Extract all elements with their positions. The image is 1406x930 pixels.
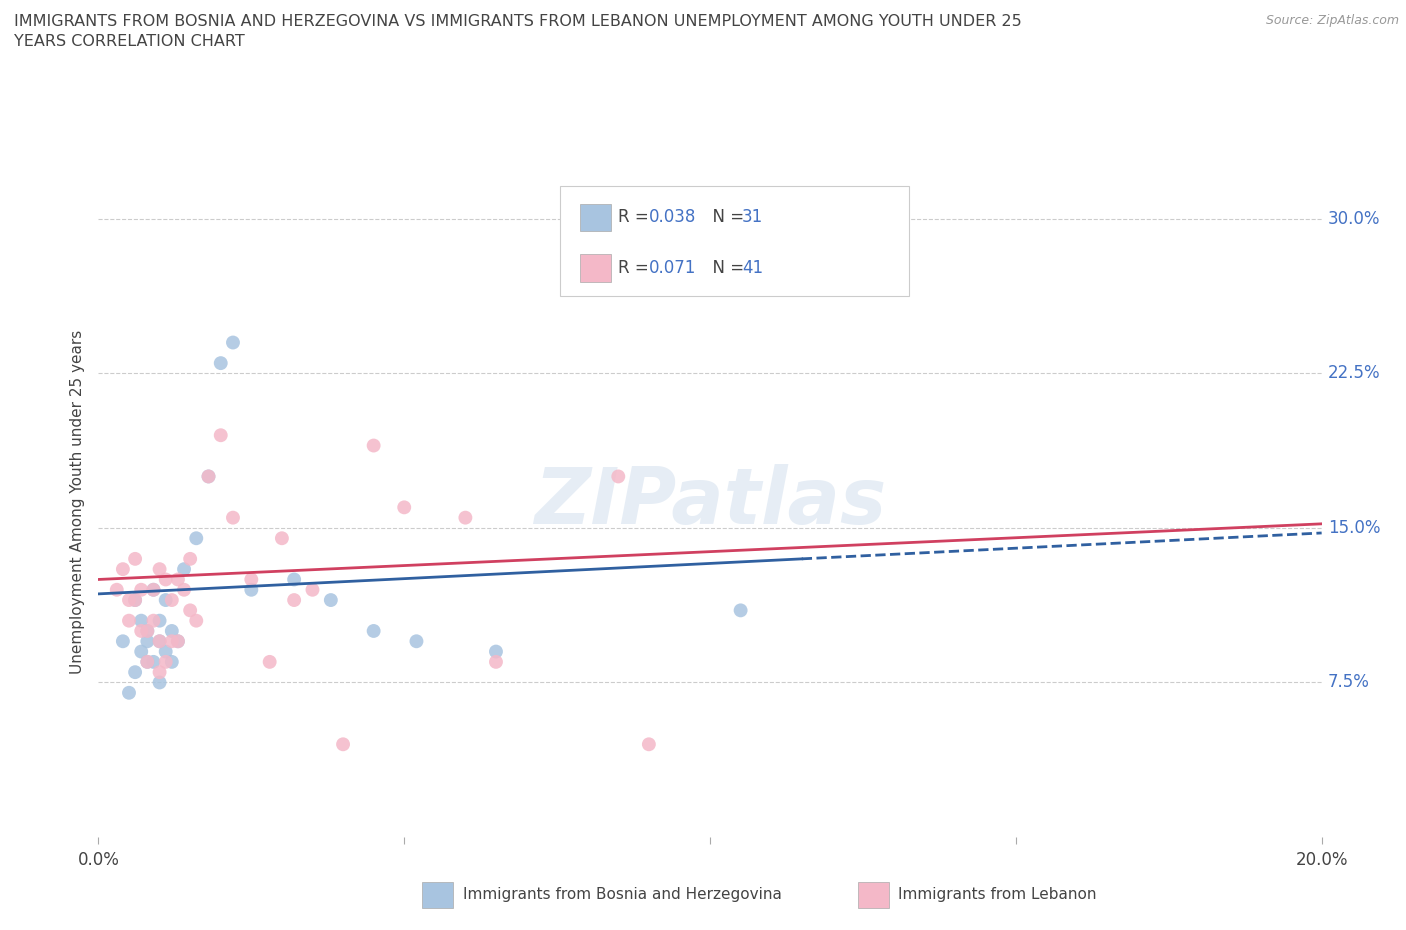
Point [129,623,152,638]
Point [149,634,172,649]
Point [363,623,385,638]
Point [149,675,172,690]
Point [240,572,263,587]
Point [142,582,165,597]
Y-axis label: Unemployment Among Youth under 25 years: Unemployment Among Youth under 25 years [69,330,84,674]
Point [392,500,416,515]
Point [197,469,219,484]
Point [209,355,232,370]
Text: 15.0%: 15.0% [1327,519,1381,537]
Point [149,665,172,680]
Text: 0.071: 0.071 [650,259,696,277]
Point [179,603,201,618]
Point [167,572,190,587]
Point [222,511,245,525]
Point [167,634,190,649]
Point [167,634,190,649]
Point [111,562,134,577]
Point [301,582,323,597]
Point [270,531,292,546]
Text: Immigrants from Bosnia and Herzegovina: Immigrants from Bosnia and Herzegovina [463,887,782,902]
Point [160,634,183,649]
Point [283,592,305,607]
Point [186,613,208,628]
Point [607,469,630,484]
Text: N =: N = [703,259,749,277]
Point [173,582,195,597]
Point [111,634,134,649]
Point [142,613,165,628]
Text: 31: 31 [742,208,763,227]
Point [155,592,177,607]
Point [155,572,177,587]
Text: Immigrants from Lebanon: Immigrants from Lebanon [898,887,1097,902]
Point [149,634,172,649]
Point [186,531,208,546]
Point [485,655,508,670]
Point [142,582,165,597]
Point [129,582,152,597]
Point [259,655,281,670]
Point [405,634,427,649]
Text: 0.038: 0.038 [650,208,696,227]
Point [155,655,177,670]
Text: R =: R = [619,259,654,277]
Point [179,551,201,566]
Point [129,613,152,628]
Text: 30.0%: 30.0% [1327,210,1381,228]
Point [173,562,195,577]
Point [149,613,172,628]
Point [142,655,165,670]
Point [209,428,232,443]
Text: ZIPatlas: ZIPatlas [534,464,886,540]
Point [730,603,752,618]
Text: Source: ZipAtlas.com: Source: ZipAtlas.com [1265,14,1399,27]
Point [485,644,508,659]
Point [105,582,128,597]
Point [160,623,183,638]
Point [118,685,141,700]
Text: 22.5%: 22.5% [1327,365,1381,382]
Point [136,655,159,670]
Point [129,644,152,659]
Point [454,511,477,525]
Point [319,592,342,607]
Point [118,613,141,628]
Point [759,211,782,226]
Point [197,469,219,484]
Point [160,655,183,670]
Point [124,592,146,607]
Point [136,623,159,638]
Point [283,572,305,587]
Text: IMMIGRANTS FROM BOSNIA AND HERZEGOVINA VS IMMIGRANTS FROM LEBANON UNEMPLOYMENT A: IMMIGRANTS FROM BOSNIA AND HERZEGOVINA V… [14,14,1022,48]
Text: N =: N = [703,208,749,227]
Text: 41: 41 [742,259,763,277]
Point [124,551,146,566]
Point [118,592,141,607]
Point [136,655,159,670]
Text: 7.5%: 7.5% [1327,673,1369,692]
Point [222,335,245,350]
Point [332,737,354,751]
Point [136,623,159,638]
Point [124,592,146,607]
Point [637,737,661,751]
Point [240,582,263,597]
Point [124,665,146,680]
Text: R =: R = [619,208,654,227]
Point [149,562,172,577]
Point [363,438,385,453]
Point [155,644,177,659]
Point [160,592,183,607]
Point [136,634,159,649]
